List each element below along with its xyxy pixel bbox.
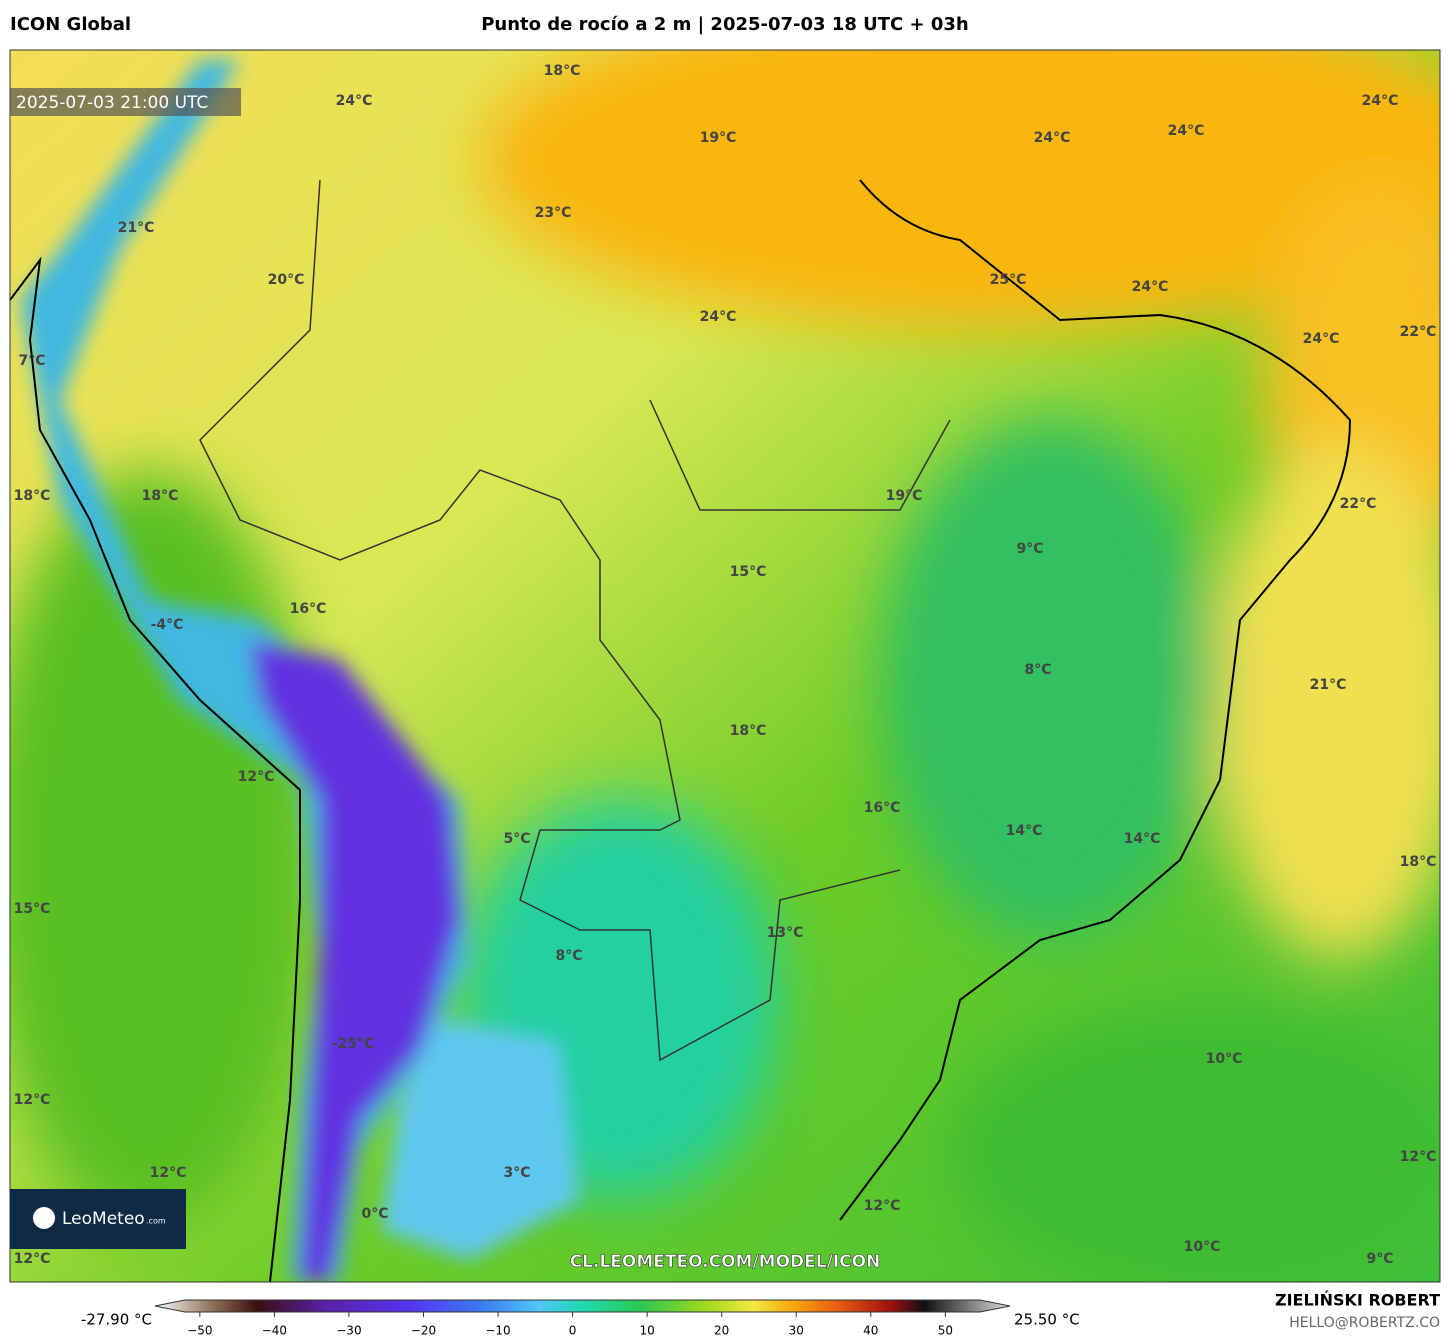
temp-label: 5°C [503,831,530,847]
temp-label: 24°C [1168,123,1205,139]
temp-label: 18°C [544,63,581,79]
temp-label: 24°C [1034,130,1071,146]
andes [20,60,580,1282]
colorbar-tick-label: 40 [863,1324,878,1338]
map-frame [9,49,1441,1283]
colorbar-tick-label: −30 [336,1324,361,1338]
logo-name: LeoMeteo [62,1209,145,1229]
temp-label: 18°C [14,488,51,504]
temp-label: 8°C [1024,662,1051,678]
temp-label: 9°C [1366,1251,1393,1267]
temp-label: 22°C [1340,496,1377,512]
temp-label: 19°C [700,130,737,146]
temp-label: 14°C [1124,831,1161,847]
author: ZIELIŃSKI ROBERT [1275,1291,1440,1310]
colorbar-max: 25.50 °C [1014,1311,1080,1329]
temp-label: 24°C [1303,331,1340,347]
temp-label: 24°C [336,93,373,109]
temp-label: 24°C [1362,93,1399,109]
temp-label: 25°C [990,272,1027,288]
temp-label: -4°C [151,617,184,633]
temp-label: 18°C [1400,854,1437,870]
temp-label: 23°C [535,205,572,221]
temp-label: 12°C [14,1251,51,1267]
time-box [10,88,241,116]
temp-label: 24°C [700,309,737,325]
borders [199,179,951,1062]
temp-label: 15°C [730,564,767,580]
coastline [10,179,1352,1282]
temp-label: 8°C [555,948,582,964]
temp-label: 12°C [150,1165,187,1181]
field-blobs [10,50,1440,1282]
temp-label: 21°C [1310,677,1347,693]
temp-label: 10°C [1184,1239,1221,1255]
temp-label: 12°C [864,1198,901,1214]
colorbar-ticks: −50 −40 −30 −20 −10 0 10 20 30 40 50 [187,1312,953,1338]
colorbar [154,1299,1011,1313]
temp-label: 0°C [361,1206,388,1222]
valid-time: 2025-07-03 21:00 UTC [16,93,208,113]
colorbar-min: -27.90 °C [81,1311,152,1329]
temp-label: 20°C [268,272,305,288]
colorbar-tick-label: 0 [569,1324,577,1338]
colorbar-tick-label: −20 [411,1324,436,1338]
temp-label: -25°C [332,1036,375,1052]
colorbar-tick-label: −40 [262,1324,287,1338]
temp-label: 9°C [1016,541,1043,557]
logo-sun [33,1207,55,1229]
temp-label: 7°C [18,353,45,369]
temp-label: 16°C [290,601,327,617]
colorbar-tick-label: 30 [789,1324,804,1338]
temp-label: 24°C [1132,279,1169,295]
temp-label: 16°C [864,800,901,816]
temp-label: 15°C [14,901,51,917]
colorbar-tick-label: −10 [485,1324,510,1338]
map-field [10,50,1440,1282]
colorbar-tick-label: 10 [640,1324,655,1338]
temp-label: 3°C [503,1165,530,1181]
colorbar-tick-label: 20 [714,1324,729,1338]
model-name: ICON Global [10,14,131,35]
temp-label: 19°C [886,488,923,504]
map-labels: 18°C 24°C 19°C 24°C 24°C 24°C 23°C 21°C 20°C 25°C… [14,63,1437,1267]
temp-label: 12°C [14,1092,51,1108]
temp-label: 13°C [767,925,804,941]
temp-label: 18°C [730,723,767,739]
temp-label: 10°C [1206,1051,1243,1067]
watermark: CL.LEOMETEO.COM/MODEL/ICON [570,1252,881,1272]
temp-label: 22°C [1400,324,1437,340]
email: HELLO@ROBERTZ.CO [1289,1315,1440,1331]
temp-label: 14°C [1006,823,1043,839]
temp-label: 18°C [142,488,179,504]
colorbar-tick-label: 50 [938,1324,953,1338]
logo-suffix: .com [146,1217,166,1226]
temp-label: 12°C [1400,1149,1437,1165]
temp-label: 21°C [118,220,155,236]
temp-label: 12°C [238,769,275,785]
map-title: Punto de rocío a 2 m | 2025-07-03 18 UTC… [481,14,969,35]
colorbar-tick-label: −50 [187,1324,212,1338]
